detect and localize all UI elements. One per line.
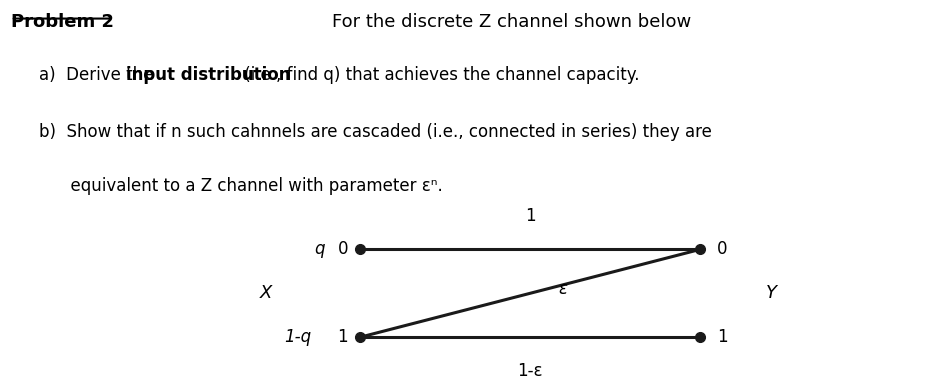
Text: Problem 2: Problem 2 — [10, 13, 114, 31]
Text: input distribution: input distribution — [126, 66, 291, 84]
Text: X: X — [259, 284, 272, 302]
Text: q: q — [313, 240, 324, 258]
Text: b)  Show that if n such cahnnels are cascaded (i.e., connected in series) they a: b) Show that if n such cahnnels are casc… — [39, 124, 712, 142]
Text: equivalent to a Z channel with parameter εⁿ.: equivalent to a Z channel with parameter… — [39, 177, 443, 195]
Text: 1: 1 — [337, 328, 348, 346]
Text: 1-ε: 1-ε — [517, 362, 543, 380]
Text: For the discrete Z channel shown below: For the discrete Z channel shown below — [331, 13, 691, 31]
Text: a)  Derive the: a) Derive the — [39, 66, 159, 84]
Text: (i.e., find q) that achieves the channel capacity.: (i.e., find q) that achieves the channel… — [240, 66, 640, 84]
Text: 1: 1 — [717, 328, 727, 346]
Text: Y: Y — [765, 284, 777, 302]
Text: 1-q: 1-q — [284, 328, 312, 346]
Text: 0: 0 — [717, 240, 727, 258]
Text: 0: 0 — [337, 240, 348, 258]
Text: ε: ε — [559, 281, 567, 298]
Text: 1: 1 — [525, 207, 535, 225]
